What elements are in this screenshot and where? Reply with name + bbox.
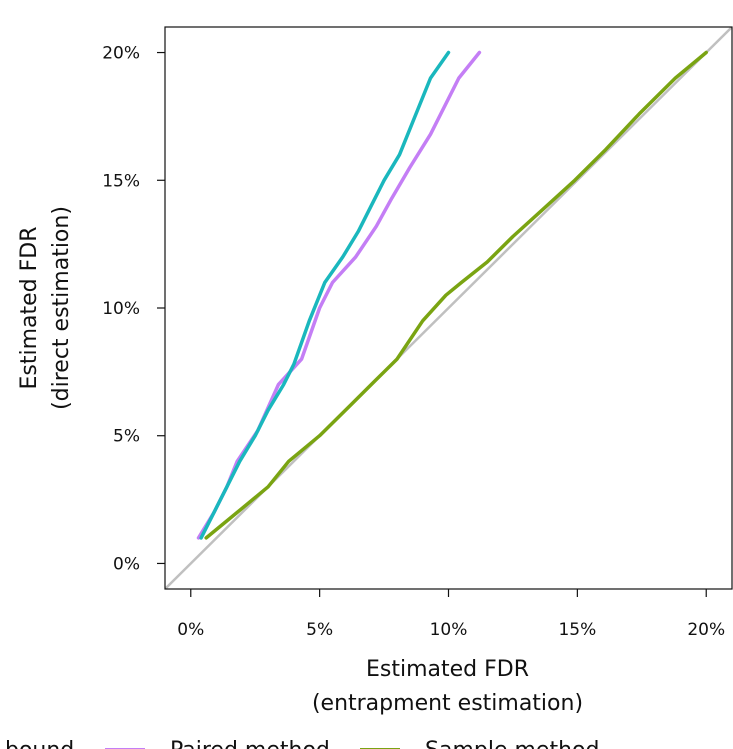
y-tick-label: 5% <box>113 427 140 447</box>
y-axis-title: Estimated FDR <box>17 226 42 389</box>
y-tick-label: 15% <box>102 171 140 191</box>
x-axis-title: (entrapment estimation) <box>312 691 583 716</box>
x-tick-label: 15% <box>558 620 596 640</box>
x-tick-label: 5% <box>306 620 333 640</box>
x-tick-label: 0% <box>177 620 204 640</box>
y-tick-label: 0% <box>113 554 140 574</box>
legend-item-3: Sample method <box>360 738 599 749</box>
series-line-1 <box>199 50 451 540</box>
x-axis-title: Estimated FDR <box>366 657 529 682</box>
legend-label: bound <box>5 738 74 749</box>
series-line-3 <box>204 50 708 540</box>
legend-item-2: Paired method <box>105 738 330 749</box>
axes: 0% 5% 10% 15% 20% 0% 5% 10% 15% 20% Estimated FDR (… <box>17 26 733 716</box>
legend-item-1: bound <box>5 738 74 749</box>
legend-label: Paired method <box>170 738 330 749</box>
x-tick-label: 10% <box>430 620 468 640</box>
legend-label: Sample method <box>425 738 599 749</box>
y-tick-label: 10% <box>102 299 140 319</box>
y-tick-label: 20% <box>102 44 140 64</box>
diagonal-reference-line <box>165 27 732 589</box>
legend: bound Paired method Sample method <box>5 738 599 749</box>
series-line-2 <box>196 50 482 540</box>
x-tick-label: 20% <box>687 620 725 640</box>
y-axis-title: (direct estimation) <box>49 206 74 410</box>
plot-area <box>165 27 732 589</box>
